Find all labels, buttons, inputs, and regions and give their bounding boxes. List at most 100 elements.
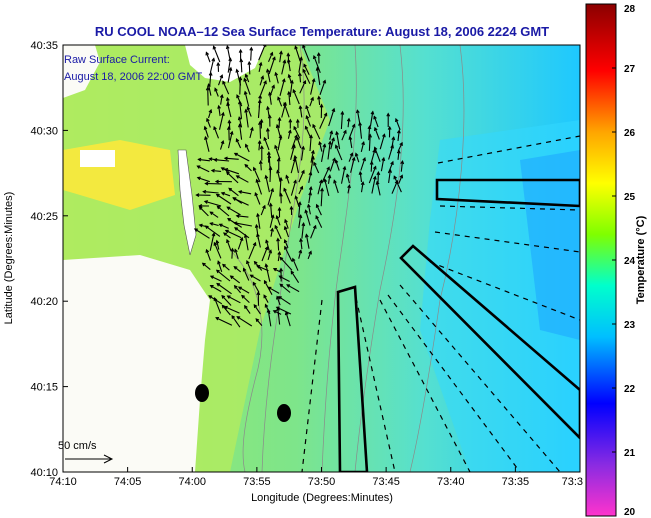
current-vector <box>227 58 232 73</box>
current-vector-head <box>213 157 218 162</box>
current-vector-head <box>247 60 252 65</box>
current-vector-head <box>228 187 233 192</box>
current-vector-head <box>310 149 315 154</box>
current-vector <box>319 80 326 95</box>
current-vector <box>244 91 250 107</box>
current-vector <box>223 232 231 239</box>
current-vector <box>302 45 310 62</box>
current-vector-head <box>282 59 287 64</box>
current-vector <box>298 57 302 73</box>
current-vector <box>294 155 299 174</box>
current-vector <box>277 307 281 325</box>
current-vector-head <box>287 129 292 134</box>
current-vector-head <box>207 83 211 88</box>
current-vector-head <box>304 209 309 214</box>
current-vector-head <box>213 297 218 302</box>
current-vector <box>213 242 222 259</box>
current-vector <box>395 118 401 130</box>
colorbar-tick-label: 20 <box>624 507 636 518</box>
current-vector-head <box>254 223 259 228</box>
current-vector <box>239 101 243 119</box>
current-vector <box>246 260 252 272</box>
current-vector <box>310 78 315 95</box>
current-vector-head <box>264 303 269 308</box>
x-tick-label: 73:3 <box>562 476 583 488</box>
colorbar-tick-label: 28 <box>624 4 636 15</box>
current-vector-head <box>283 102 287 107</box>
current-vector-head <box>215 269 220 274</box>
current-vector <box>278 296 291 305</box>
current-vector <box>298 250 302 259</box>
current-vector-head <box>331 137 335 142</box>
current-vector-head <box>297 72 302 77</box>
current-vector <box>284 246 293 262</box>
current-vector <box>373 116 379 128</box>
current-vector <box>268 57 276 75</box>
current-vector-head <box>260 75 265 80</box>
current-vector <box>391 180 398 194</box>
current-vector <box>400 161 404 172</box>
current-vector <box>258 62 262 73</box>
current-vector <box>222 81 230 95</box>
current-vector <box>269 167 272 183</box>
current-vector <box>224 157 239 160</box>
current-vector <box>252 282 260 293</box>
current-vector-head <box>227 119 232 124</box>
current-vector-head <box>387 125 392 130</box>
current-vector-head <box>255 178 260 183</box>
figure-title: RU COOL NOAA–12 Sea Surface Temperature:… <box>95 24 549 39</box>
current-vector <box>293 126 301 139</box>
current-vector <box>263 295 269 303</box>
current-vector-head <box>272 310 277 314</box>
current-vector-head <box>229 275 234 280</box>
current-vector-head <box>239 58 244 63</box>
current-vector <box>265 304 271 315</box>
current-vector-head <box>203 200 209 204</box>
current-vector-head <box>228 57 233 62</box>
current-vector <box>216 283 232 295</box>
current-vector <box>261 246 268 262</box>
current-vector-head <box>286 52 291 57</box>
current-vector-head <box>254 192 259 197</box>
current-vector-head <box>399 141 403 146</box>
current-vector <box>214 159 230 162</box>
colorbar-tick-label: 23 <box>624 320 636 331</box>
current-vector-head <box>293 154 298 159</box>
x-tick-label: 74:00 <box>178 476 206 488</box>
x-tick-label: 73:55 <box>243 476 271 488</box>
x-axis-label: Longitude (Degrees:Minutes) <box>251 492 393 504</box>
current-vector-head <box>267 286 272 291</box>
current-vector <box>224 168 240 175</box>
current-vector <box>245 109 249 128</box>
current-vector-head <box>291 257 296 262</box>
current-vector-head <box>215 239 220 244</box>
current-vector <box>360 157 366 171</box>
current-vector <box>213 126 220 139</box>
current-vector-head <box>293 179 297 184</box>
current-vector <box>250 274 261 282</box>
current-vector <box>299 80 306 94</box>
current-vector <box>217 205 230 217</box>
current-vector-head <box>304 125 309 130</box>
current-vector-head <box>372 165 377 170</box>
current-vector-head <box>243 233 248 238</box>
current-vector-head <box>211 57 216 62</box>
current-vector-head <box>216 282 221 287</box>
current-vector-head <box>257 99 262 104</box>
current-vector <box>305 115 312 127</box>
current-vector-head <box>340 110 345 115</box>
current-vector-head <box>234 227 239 231</box>
current-vector-head <box>301 169 305 174</box>
current-vector-head <box>390 144 394 149</box>
current-vector <box>238 286 250 294</box>
current-vector-head <box>270 214 275 219</box>
current-vector-head <box>205 86 210 91</box>
current-vector <box>256 179 263 195</box>
current-vector-head <box>262 204 266 209</box>
current-vector-head <box>276 237 280 242</box>
current-vector-head <box>302 79 307 85</box>
current-vector <box>309 97 314 107</box>
current-vector-head <box>297 201 302 206</box>
sandy-hook <box>177 149 197 256</box>
current-vector-head <box>292 88 297 93</box>
